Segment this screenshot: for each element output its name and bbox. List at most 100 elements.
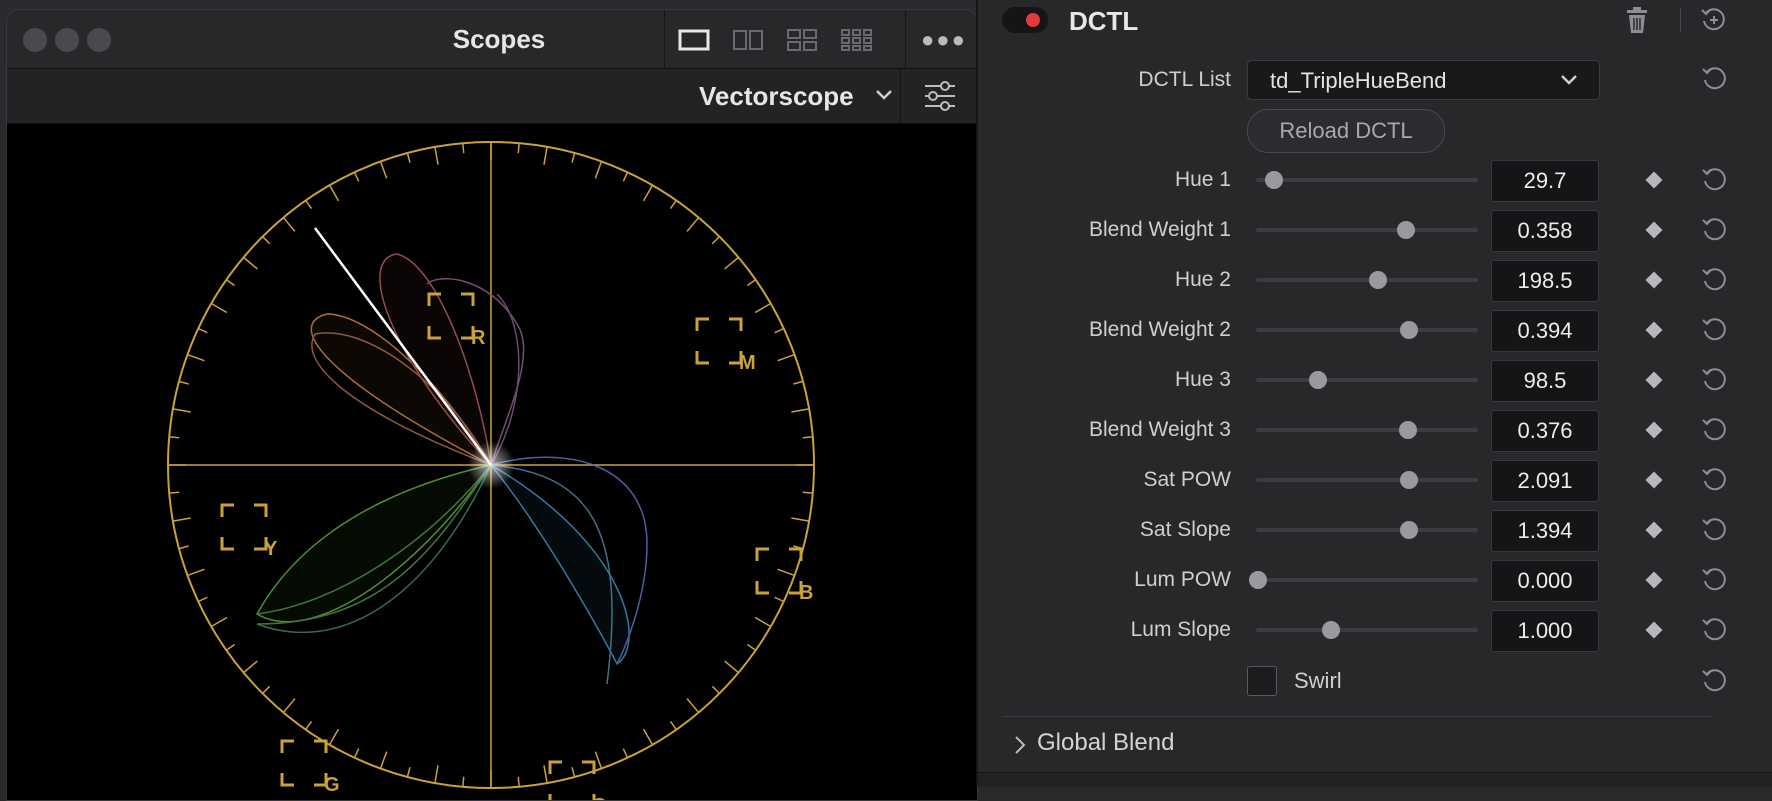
reset-param-icon[interactable] <box>1700 265 1730 295</box>
sliders-icon <box>925 81 955 111</box>
param-value-field[interactable]: 198.5 <box>1491 260 1599 302</box>
slider-thumb[interactable] <box>1400 321 1419 339</box>
slider-thumb[interactable] <box>1400 471 1419 489</box>
graticule-tick <box>262 236 271 245</box>
slider-thumb[interactable] <box>1249 571 1268 589</box>
graticule-ticks <box>168 142 814 788</box>
enabled-indicator <box>1026 13 1040 27</box>
param-value-field[interactable]: 98.5 <box>1491 360 1599 402</box>
reset-dctl-list-icon[interactable] <box>1700 64 1730 94</box>
reset-param-icon[interactable] <box>1700 615 1730 645</box>
param-slider[interactable] <box>1256 471 1478 489</box>
param-slider[interactable] <box>1256 271 1478 289</box>
slider-thumb[interactable] <box>1399 421 1418 439</box>
target-box-y <box>220 503 268 551</box>
window-title: Scopes <box>452 24 546 54</box>
scope-settings-button[interactable] <box>900 69 977 123</box>
slider-thumb[interactable] <box>1309 371 1328 389</box>
graticule-tick <box>686 698 700 713</box>
grid-layout-icon[interactable] <box>840 28 876 52</box>
graticule-tick <box>462 143 465 154</box>
param-value-field[interactable]: 0.358 <box>1491 210 1599 252</box>
slider-thumb[interactable] <box>1400 521 1419 539</box>
param-value-field[interactable]: 1.394 <box>1491 510 1599 552</box>
window-zoom-button[interactable] <box>87 28 111 52</box>
target-box-b <box>755 547 803 595</box>
graticule-tick <box>169 436 180 439</box>
single-layout-icon[interactable] <box>678 28 712 52</box>
reset-swirl-icon[interactable] <box>1700 666 1730 696</box>
graticule-tick <box>172 517 191 522</box>
trash-icon[interactable] <box>1624 6 1650 34</box>
graticule-tick <box>243 660 258 674</box>
reset-all-icon[interactable] <box>1699 5 1729 35</box>
chevron-right-icon[interactable] <box>1012 733 1028 757</box>
param-value-field[interactable]: 29.7 <box>1491 160 1599 202</box>
param-slider[interactable] <box>1256 321 1478 339</box>
color-targets: R M Y B G C <box>220 292 813 801</box>
param-slider[interactable] <box>1249 571 1478 589</box>
dual-layout-icon[interactable] <box>732 28 766 52</box>
graticule-tick <box>777 568 795 577</box>
param-value-field[interactable]: 0.376 <box>1491 410 1599 452</box>
target-box-r <box>427 292 475 340</box>
graticule-tick <box>379 161 388 179</box>
scope-type-label: Vectorscope <box>699 81 854 111</box>
more-options-icon[interactable]: ●●● <box>921 27 967 52</box>
reset-param-icon[interactable] <box>1700 565 1730 595</box>
target-label-c: C <box>592 795 606 801</box>
param-label: Sat POW <box>1143 468 1231 491</box>
param-label: Sat Slope <box>1139 518 1231 541</box>
window-close-button[interactable] <box>23 28 47 52</box>
reset-param-icon[interactable] <box>1700 165 1730 195</box>
dctl-list-label: DCTL List <box>1138 68 1231 91</box>
graticule-tick <box>225 279 236 287</box>
reset-param-icon[interactable] <box>1700 415 1730 445</box>
param-value-field[interactable]: 2.091 <box>1491 460 1599 502</box>
param-label: Blend Weight 2 <box>1088 318 1231 341</box>
reload-dctl-button[interactable]: Reload DCTL <box>1247 109 1445 153</box>
graticule-tick <box>305 199 313 210</box>
chevron-down-icon <box>1561 75 1577 85</box>
reset-param-icon[interactable] <box>1700 515 1730 545</box>
reset-param-icon[interactable] <box>1700 365 1730 395</box>
param-slider[interactable] <box>1256 171 1478 189</box>
graticule-tick <box>642 184 654 202</box>
slider-thumb[interactable] <box>1396 221 1415 239</box>
dctl-enable-toggle[interactable] <box>1002 7 1048 33</box>
param-slider[interactable] <box>1256 421 1478 439</box>
graticule-tick <box>724 660 739 674</box>
reset-param-icon[interactable] <box>1700 465 1730 495</box>
graticule-tick <box>791 517 810 522</box>
graticule-tick <box>178 545 189 550</box>
window-minimize-button[interactable] <box>55 28 79 52</box>
param-value-field[interactable]: 0.394 <box>1491 310 1599 352</box>
quad-layout-icon[interactable] <box>786 28 820 52</box>
vectorscope-trace <box>255 253 648 685</box>
param-value-field[interactable]: 1.000 <box>1491 610 1599 652</box>
slider-thumb[interactable] <box>1264 171 1283 189</box>
reset-param-icon[interactable] <box>1700 315 1730 345</box>
param-slider[interactable] <box>1256 371 1478 389</box>
param-slider[interactable] <box>1256 521 1478 539</box>
slider-thumb[interactable] <box>1322 621 1341 639</box>
graticule-tick <box>197 596 208 603</box>
param-slider[interactable] <box>1256 621 1478 639</box>
graticule-tick <box>622 171 629 182</box>
chevron-down-icon <box>876 90 892 100</box>
graticule-tick <box>197 327 208 334</box>
graticule-tick <box>594 751 603 769</box>
param-label: Lum POW <box>1134 568 1231 591</box>
scope-type-dropdown[interactable]: Vectorscope <box>699 81 892 112</box>
global-blend-section[interactable]: Global Blend <box>1037 729 1175 756</box>
reset-param-icon[interactable] <box>1700 215 1730 245</box>
param-value-field[interactable]: 0.000 <box>1491 560 1599 602</box>
dctl-list-dropdown[interactable]: td_TripleHueBend <box>1247 60 1600 100</box>
graticule-tick <box>746 643 757 651</box>
graticule-tick <box>172 408 191 413</box>
graticule-tick <box>282 217 296 232</box>
swirl-checkbox[interactable] <box>1247 666 1277 696</box>
param-slider[interactable] <box>1256 221 1478 239</box>
graticule-tick <box>686 217 700 232</box>
slider-thumb[interactable] <box>1369 271 1388 289</box>
